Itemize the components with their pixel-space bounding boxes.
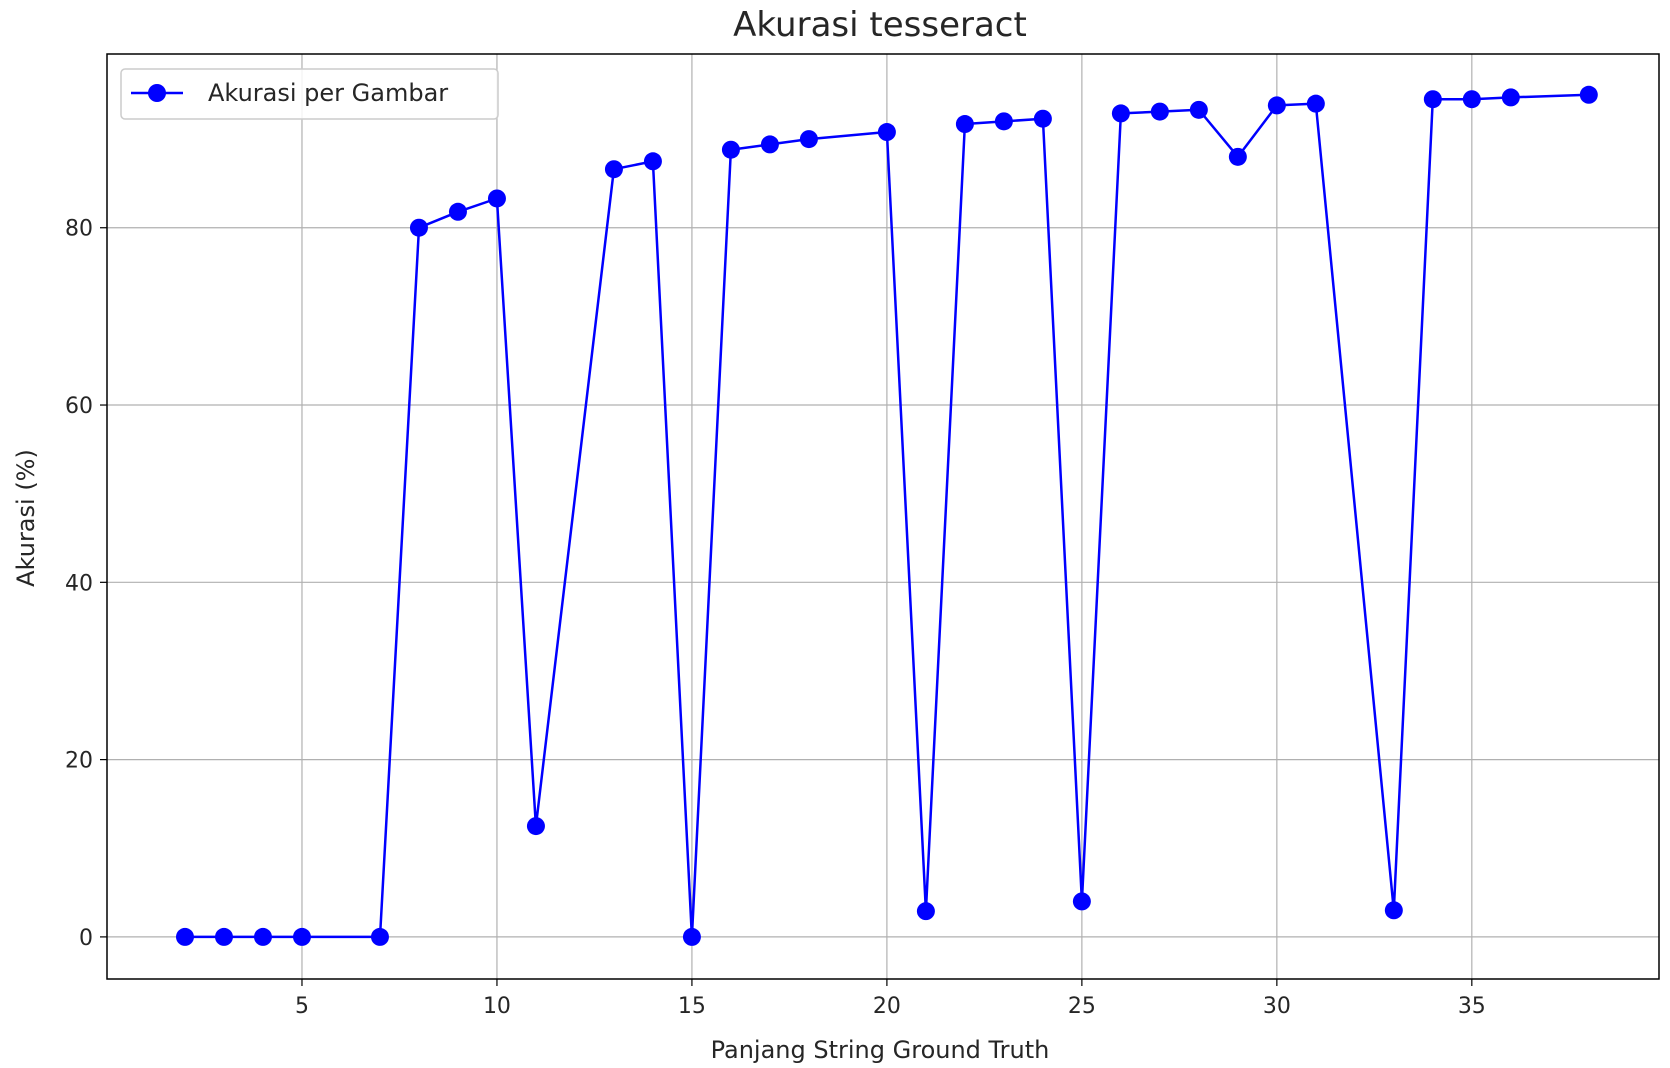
data-point: [1189, 100, 1208, 119]
legend: Akurasi per Gambar: [120, 68, 499, 120]
data-point: [682, 927, 701, 946]
x-tick-label: 15: [678, 994, 706, 1019]
y-tick-label: 60: [65, 394, 93, 419]
data-point: [955, 115, 974, 134]
y-tick-label: 80: [65, 217, 93, 242]
axis-ticks: 5 10 15 20 25 30 35 0 20 40 60 80: [65, 217, 1486, 1019]
y-axis-label: Akurasi (%): [12, 449, 40, 587]
data-point: [448, 202, 467, 221]
legend-swatch-marker: [148, 84, 166, 102]
series-layer: [175, 85, 1598, 946]
legend-label: Akurasi per Gambar: [208, 79, 448, 107]
data-point: [1072, 892, 1091, 911]
data-point: [1267, 96, 1286, 115]
y-tick-label: 40: [65, 571, 93, 596]
data-point: [1111, 104, 1130, 123]
data-point: [760, 135, 779, 154]
data-point: [526, 817, 545, 836]
x-axis-label: Panjang String Ground Truth: [711, 1036, 1050, 1064]
y-tick-label: 0: [79, 926, 93, 951]
data-point: [1150, 102, 1169, 121]
data-point: [253, 927, 272, 946]
data-point: [1033, 109, 1052, 128]
data-point: [1306, 94, 1325, 113]
x-tick-label: 30: [1263, 994, 1291, 1019]
data-point: [370, 927, 389, 946]
data-point: [604, 160, 623, 179]
data-point: [799, 130, 818, 149]
data-point: [1579, 85, 1598, 104]
data-point: [1423, 90, 1442, 109]
x-tick-label: 25: [1068, 994, 1096, 1019]
data-point: [1501, 88, 1520, 107]
data-point: [292, 927, 311, 946]
data-point: [1228, 147, 1247, 166]
data-point: [175, 927, 194, 946]
x-tick-label: 35: [1458, 994, 1486, 1019]
x-tick-label: 10: [483, 994, 511, 1019]
data-point: [877, 123, 896, 142]
chart-title: Akurasi tesseract: [733, 5, 1027, 45]
data-point: [994, 112, 1013, 131]
data-point: [916, 902, 935, 921]
data-point: [409, 218, 428, 237]
data-point: [487, 189, 506, 208]
data-point: [721, 140, 740, 159]
data-point: [214, 927, 233, 946]
data-point: [643, 152, 662, 171]
data-point: [1384, 901, 1403, 920]
legend-frame: [120, 68, 499, 120]
x-tick-label: 5: [295, 994, 309, 1019]
y-tick-label: 20: [65, 749, 93, 774]
plot-frame: [106, 53, 1660, 980]
x-tick-label: 20: [873, 994, 901, 1019]
data-point: [1462, 90, 1481, 109]
